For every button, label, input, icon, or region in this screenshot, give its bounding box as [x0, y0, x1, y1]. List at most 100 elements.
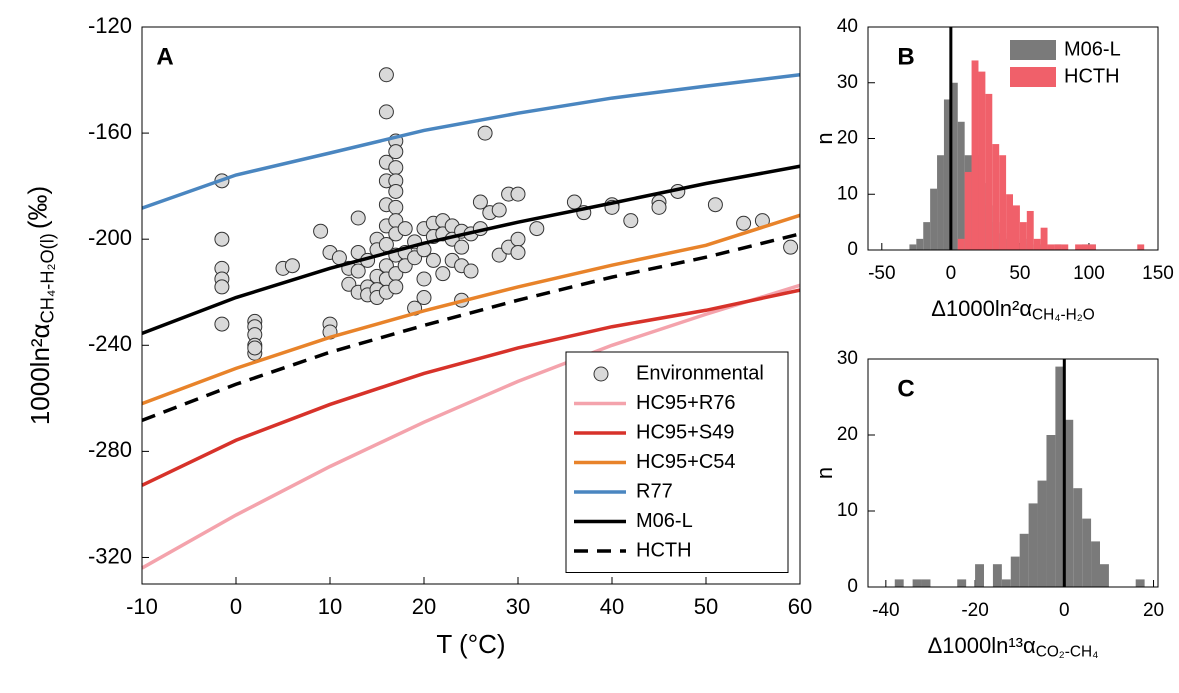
hist-bar: [1047, 244, 1055, 250]
data-point: [214, 316, 230, 332]
hist-bar: [1019, 222, 1027, 250]
hist-bar: [1040, 227, 1048, 250]
hist-bar: [1075, 244, 1083, 250]
legend-label: HCTH: [636, 539, 692, 561]
data-point: [529, 221, 545, 237]
x-tick-label: 0: [230, 594, 242, 619]
x-tick-label: 50: [694, 594, 718, 619]
x-tick-label: 0: [946, 263, 957, 284]
data-point: [463, 263, 479, 279]
hist-bar: [1137, 244, 1145, 250]
data-point: [388, 144, 404, 160]
x-tick-label: 60: [788, 594, 812, 619]
data-point: [623, 213, 639, 229]
hist-bar: [1088, 244, 1096, 250]
data-point: [214, 279, 230, 295]
hist-bar: [964, 171, 972, 250]
hist-bar: [937, 155, 944, 250]
data-point: [425, 252, 441, 268]
legend-swatch: [1010, 67, 1056, 87]
plot-area: [141, 67, 801, 570]
hist-bar: [1054, 244, 1062, 250]
series-line: [141, 164, 801, 335]
hist-bar: [909, 244, 917, 250]
data-point: [378, 104, 394, 120]
panel-letter: B: [897, 43, 914, 70]
y-tick-label: -280: [88, 437, 132, 462]
y-tick-label: 20: [837, 424, 858, 445]
x-tick-label: -10: [126, 594, 158, 619]
data-point: [435, 266, 451, 282]
x-tick-label: -40: [872, 600, 899, 621]
x-tick-label: 0: [1059, 600, 1070, 621]
series-line: [141, 232, 801, 422]
series-line: [141, 283, 801, 570]
y-tick-label: -240: [88, 331, 132, 356]
data-point: [454, 239, 470, 255]
hist-bar: [1061, 244, 1069, 250]
data-point: [388, 279, 404, 295]
x-tick-label: 150: [1142, 263, 1174, 284]
legend-label: HCTH: [1064, 65, 1120, 87]
hist-bar: [894, 579, 904, 587]
hist-bar: [999, 155, 1007, 250]
hist-bar: [978, 71, 986, 250]
x-tick-label: 20: [412, 594, 436, 619]
legend-label: R77: [636, 480, 673, 502]
axis-label-part: (‰): [22, 186, 52, 229]
axis-label: 1000ln²αCH₄-H₂O(l) (‰): [22, 186, 57, 425]
legend-label: HC95+S49: [636, 421, 734, 443]
panel-letter: A: [156, 43, 173, 70]
hist-bar: [957, 121, 965, 251]
y-tick-label: -320: [88, 543, 132, 568]
hist-bar: [1082, 518, 1092, 587]
axis-label: T (°C): [436, 629, 505, 659]
series-line: [141, 73, 801, 210]
hist-bar: [950, 82, 958, 250]
hist-bar: [971, 60, 979, 251]
series-line: [141, 213, 801, 406]
axes-frame: [867, 26, 1159, 251]
y-tick-label: 0: [847, 239, 858, 260]
y-tick-label: 20: [837, 128, 858, 149]
data-point: [350, 210, 366, 226]
plot-area: [894, 359, 1145, 587]
axis-label-subscript: CH₄-H₂O(l): [37, 233, 57, 323]
legend-label: M06-L: [636, 510, 693, 532]
axis-label: n: [812, 467, 837, 479]
y-tick-label: 30: [837, 72, 858, 93]
hist-bar: [1013, 205, 1020, 250]
hist-bar: [985, 93, 993, 251]
hist-bar: [916, 238, 924, 250]
legend-label: HC95+C54: [636, 451, 736, 473]
data-point: [416, 290, 432, 306]
x-tick-label: 30: [506, 594, 530, 619]
hist-bar: [921, 579, 931, 587]
x-tick-label: 50: [1009, 263, 1030, 284]
y-tick-label: 0: [847, 576, 858, 597]
hist-bar: [1010, 556, 1020, 587]
hist-bar: [1019, 533, 1029, 587]
axis-label-part: Δ1000ln²α: [931, 296, 1032, 321]
data-point: [416, 271, 432, 287]
hist-bar: [1064, 419, 1074, 587]
data-point: [378, 67, 394, 83]
hist-bar: [1037, 480, 1047, 587]
y-tick-label: -160: [88, 119, 132, 144]
y-tick-label: 30: [837, 348, 858, 369]
hist-bar: [992, 564, 1002, 587]
legend-label: Environmental: [636, 362, 764, 384]
y-tick-label: 10: [837, 183, 858, 204]
axis-label: Δ1000ln²αCH₄-H₂O: [931, 296, 1095, 324]
axes-frame: [141, 26, 801, 585]
hist-bar: [1073, 488, 1083, 587]
hist-bar: [1026, 210, 1034, 250]
data-point: [313, 223, 329, 239]
y-tick-label: 10: [837, 500, 858, 521]
hist-bar: [1028, 503, 1038, 587]
data-point: [736, 215, 752, 231]
data-point: [388, 160, 404, 176]
hist-bar: [930, 188, 938, 250]
hist-bar: [1033, 238, 1041, 250]
